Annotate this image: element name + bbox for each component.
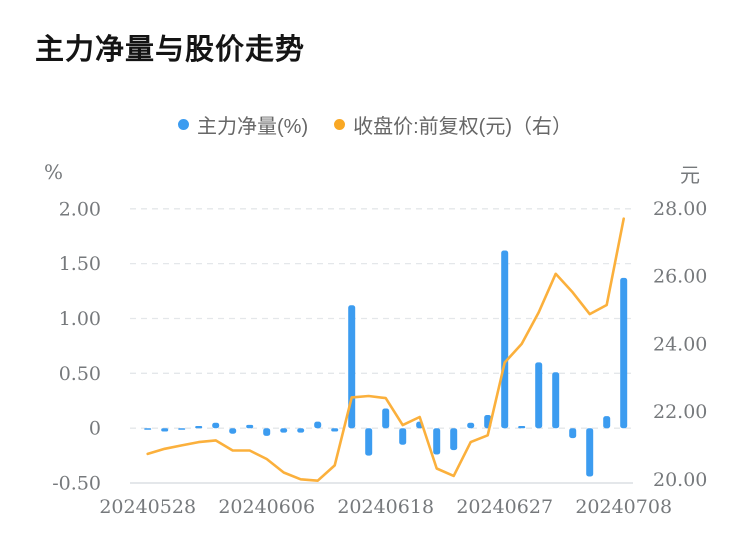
legend-item-close-price[interactable]: 收盘价:前复权(元)（右） [334, 110, 572, 139]
bar-20240606 [263, 428, 271, 436]
bar-20240531 [195, 426, 203, 429]
x-tick-20240627: 20240627 [456, 496, 553, 518]
right-tick-20.00: 20.00 [653, 469, 707, 491]
right-tick-24.00: 24.00 [653, 333, 707, 355]
gridlines [130, 208, 633, 484]
chart-title: 主力净量与股价走势 [35, 34, 306, 66]
bar-20240603 [212, 422, 220, 429]
close-price-line-series [146, 217, 626, 483]
bar-20240528 [144, 428, 152, 430]
bar-20240612 [314, 421, 322, 429]
legend-item-net-volume[interactable]: 主力净量(%) [178, 110, 308, 139]
net-volume-bar-series [144, 250, 628, 477]
bar-20240530 [178, 428, 186, 430]
x-tick-20240618: 20240618 [337, 496, 434, 518]
x-tick-20240528: 20240528 [99, 496, 196, 518]
bar-20240701 [535, 362, 543, 429]
bar-20240604 [229, 428, 237, 434]
right-tick-26.00: 26.00 [653, 266, 707, 288]
right-tick-28.00: 28.00 [653, 198, 707, 220]
bar-20240704 [586, 428, 594, 477]
close-price-dot-icon [334, 119, 346, 130]
left-tick--0.50: -0.50 [52, 473, 101, 495]
left-axis-unit-label: % [44, 160, 64, 184]
bar-20240627 [501, 250, 509, 429]
left-tick-0: 0 [89, 418, 101, 440]
bar-20240613 [331, 428, 339, 432]
bar-20240605 [246, 424, 254, 429]
axis-tick-labels: 2.00 1.50 1.00 0.50 0 -0.50 28.00 26.00 24.00 22.… [52, 198, 707, 518]
bar-20240702 [552, 372, 560, 429]
bar-20240611 [297, 428, 305, 433]
left-tick-0.50: 0.50 [59, 363, 101, 385]
bar-20240624 [450, 428, 458, 451]
bar-20240703 [569, 428, 577, 439]
bar-20240618 [382, 408, 390, 429]
left-tick-1.00: 1.00 [59, 308, 101, 330]
right-axis-unit-label: 元 [680, 163, 700, 187]
legend-label-close-price: 收盘价:前复权(元)（右） [353, 116, 572, 138]
left-tick-2.00: 2.00 [59, 198, 101, 220]
x-tick-20240708: 20240708 [575, 496, 672, 518]
legend-label-net-volume: 主力净量(%) [197, 116, 309, 138]
bar-20240617 [365, 428, 373, 456]
bar-20240625 [467, 422, 475, 429]
bar-20240607 [280, 428, 288, 433]
left-tick-1.50: 1.50 [59, 253, 101, 275]
bar-20240529 [161, 428, 169, 432]
bar-20240708 [620, 277, 628, 429]
bar-20240628 [518, 426, 526, 429]
net-volume-dot-icon [178, 119, 189, 130]
x-tick-20240606: 20240606 [218, 496, 315, 518]
chart-legend: 主力净量(%) 收盘价:前复权(元)（右） [0, 110, 750, 139]
bar-20240621 [433, 428, 441, 455]
bar-20240619 [399, 428, 407, 445]
right-tick-22.00: 22.00 [653, 401, 707, 423]
bar-20240705 [603, 416, 611, 429]
